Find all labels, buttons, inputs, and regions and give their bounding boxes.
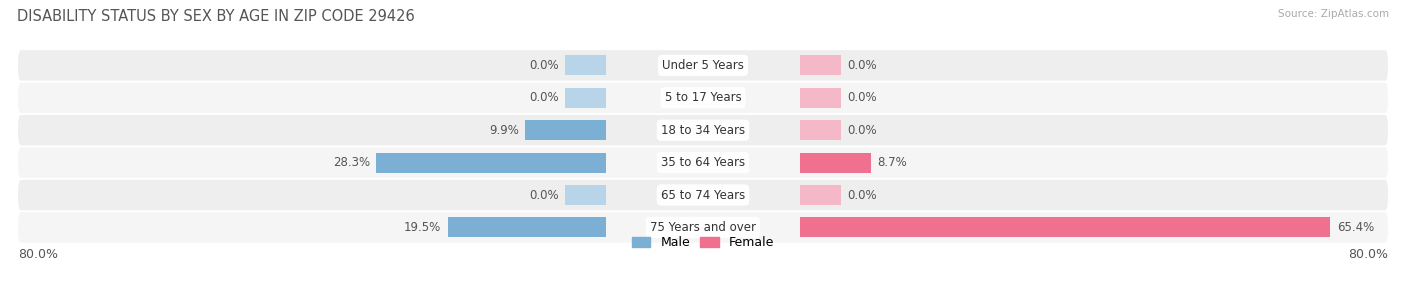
Text: 8.7%: 8.7% — [877, 156, 907, 169]
Bar — [447, 217, 606, 238]
Legend: Male, Female: Male, Female — [627, 231, 779, 254]
Bar — [800, 120, 841, 140]
FancyBboxPatch shape — [18, 115, 1388, 145]
Bar — [800, 88, 841, 108]
Text: 65 to 74 Years: 65 to 74 Years — [661, 188, 745, 202]
Bar — [800, 217, 1330, 238]
Text: 5 to 17 Years: 5 to 17 Years — [665, 91, 741, 104]
FancyBboxPatch shape — [18, 83, 1388, 113]
Text: DISABILITY STATUS BY SEX BY AGE IN ZIP CODE 29426: DISABILITY STATUS BY SEX BY AGE IN ZIP C… — [17, 9, 415, 24]
Text: 19.5%: 19.5% — [404, 221, 441, 234]
Text: Source: ZipAtlas.com: Source: ZipAtlas.com — [1278, 9, 1389, 19]
Bar — [800, 55, 841, 75]
Bar — [565, 185, 606, 205]
FancyBboxPatch shape — [18, 50, 1388, 81]
Text: 75 Years and over: 75 Years and over — [650, 221, 756, 234]
Text: 65.4%: 65.4% — [1337, 221, 1374, 234]
Text: 0.0%: 0.0% — [529, 188, 558, 202]
Text: 0.0%: 0.0% — [848, 188, 877, 202]
Bar — [800, 152, 870, 173]
FancyBboxPatch shape — [18, 147, 1388, 178]
Bar — [377, 152, 606, 173]
Text: Under 5 Years: Under 5 Years — [662, 59, 744, 72]
Text: 0.0%: 0.0% — [529, 59, 558, 72]
Text: 80.0%: 80.0% — [18, 248, 58, 260]
Text: 35 to 64 Years: 35 to 64 Years — [661, 156, 745, 169]
FancyBboxPatch shape — [18, 180, 1388, 210]
Text: 0.0%: 0.0% — [848, 91, 877, 104]
Text: 18 to 34 Years: 18 to 34 Years — [661, 124, 745, 137]
Text: 9.9%: 9.9% — [489, 124, 519, 137]
Bar — [526, 120, 606, 140]
Text: 0.0%: 0.0% — [529, 91, 558, 104]
Text: 28.3%: 28.3% — [333, 156, 370, 169]
Text: 80.0%: 80.0% — [1348, 248, 1388, 260]
Text: 0.0%: 0.0% — [848, 59, 877, 72]
Bar — [565, 88, 606, 108]
Bar — [565, 55, 606, 75]
Text: 0.0%: 0.0% — [848, 124, 877, 137]
FancyBboxPatch shape — [18, 212, 1388, 243]
Bar — [800, 185, 841, 205]
